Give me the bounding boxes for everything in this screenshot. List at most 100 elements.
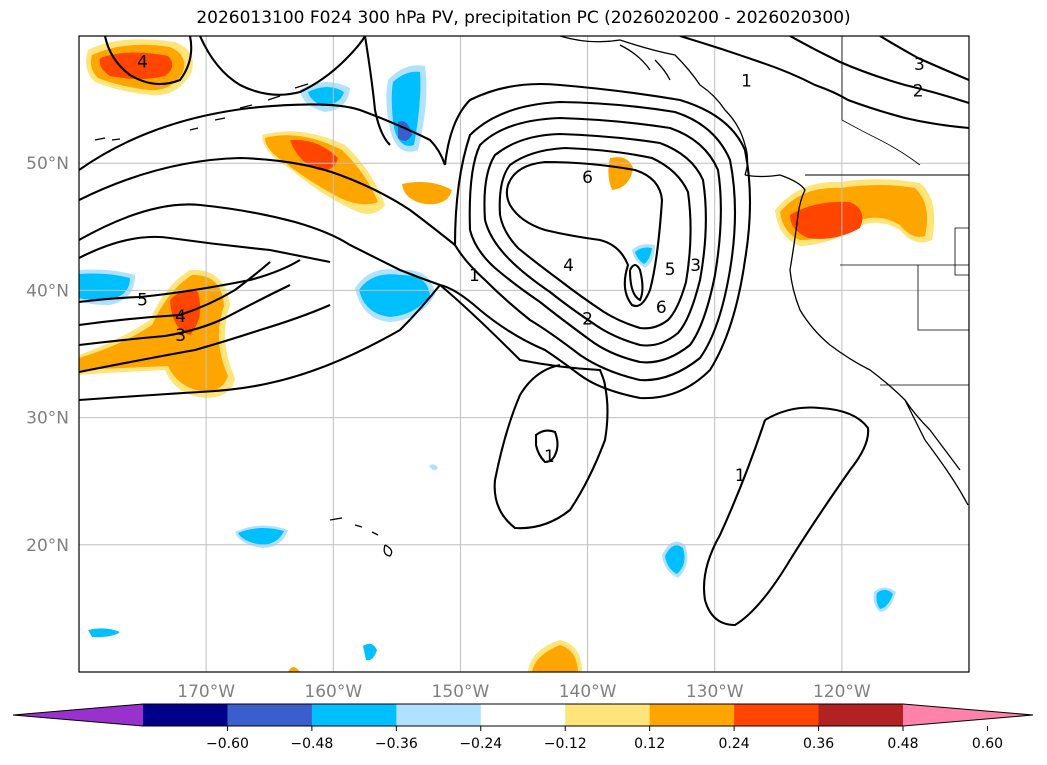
pv-contour-1-ridge xyxy=(439,82,752,400)
precip-patch-neg xyxy=(88,628,120,638)
colorbar-tick-label: 0.60 xyxy=(972,736,1003,752)
colorbar-tick-label: 0.12 xyxy=(634,736,665,752)
precip-patch-neg xyxy=(665,545,685,574)
precip-patch-neg xyxy=(238,527,284,545)
precip-patch-neg xyxy=(359,274,430,317)
colorbar-extend-max xyxy=(903,704,1033,726)
lon-tick-label: 130°W xyxy=(686,682,744,702)
contour-label: 5 xyxy=(665,260,676,280)
contour-label: 2 xyxy=(913,82,924,102)
colorbar-tick-label: 0.24 xyxy=(719,736,750,752)
contour-label: 3 xyxy=(175,326,186,346)
colorbar-outline xyxy=(12,703,1034,727)
pv-contour-1-outer xyxy=(79,103,446,171)
pv-contour-6-ridge xyxy=(505,160,664,307)
colorbar-segment xyxy=(227,704,313,726)
colorbar-segment xyxy=(649,704,735,726)
precip-patch-small xyxy=(608,157,633,190)
border-states xyxy=(840,227,969,386)
colorbar-segment xyxy=(565,704,651,726)
pv-contour-2-northeast xyxy=(789,36,969,104)
hawaii-islands xyxy=(329,517,393,557)
pv-contour-3 xyxy=(79,203,441,286)
pv-contour-1-lower xyxy=(79,304,331,374)
contour-label: 2 xyxy=(582,309,593,329)
longitude-labels: 170°W 160°W 150°W 140°W 130°W 120°W xyxy=(177,682,871,702)
contour-label: 4 xyxy=(137,52,148,72)
coastlines xyxy=(94,36,969,557)
latitude-labels: 20°N 30°N 40°N 50°N xyxy=(26,154,69,556)
colorbar-tick-label: 0.36 xyxy=(803,736,834,752)
pv-contour-5-ridge xyxy=(498,146,692,330)
colorbar-tick-label: 0.48 xyxy=(887,736,918,752)
pv-contour-4-west-top xyxy=(103,36,193,86)
contour-label: 1 xyxy=(741,72,752,92)
lon-tick-label: 140°W xyxy=(559,682,617,702)
colorbar-segment xyxy=(311,704,397,726)
colorbar-segment xyxy=(143,704,228,726)
lon-tick-label: 160°W xyxy=(304,682,362,702)
pv-contour-2-upper xyxy=(79,156,456,246)
pv-contour-1-southeast xyxy=(702,406,870,627)
pv-contour-small-1 xyxy=(628,263,644,302)
coastline-alaska xyxy=(559,36,749,176)
lat-tick-label: 40°N xyxy=(26,281,69,301)
contour-label: 5 xyxy=(137,290,148,310)
contour-label: 3 xyxy=(914,55,925,75)
contour-label: 4 xyxy=(175,307,186,327)
coastline-baja xyxy=(904,399,961,471)
precip-patch-neg xyxy=(308,87,344,106)
pv-contour-5-west xyxy=(79,259,301,304)
lon-tick-label: 120°W xyxy=(813,682,871,702)
pv-contour-4-ridge xyxy=(483,132,707,347)
pv-contour-1-northeast xyxy=(679,36,969,130)
pv-contour-4-lower xyxy=(79,261,271,327)
colorbar-segment xyxy=(818,704,904,726)
colorbar-tick-label: −0.24 xyxy=(459,736,502,752)
precip-patch-neg xyxy=(429,464,438,471)
chart-title: 2026013100 F024 300 hPa PV, precipitatio… xyxy=(196,8,851,28)
pv-contour-1-main xyxy=(439,284,609,530)
contour-label: 6 xyxy=(582,168,593,188)
contour-label: 1 xyxy=(735,466,746,486)
pv-contour-3-northeast xyxy=(879,36,969,81)
contour-label: 3 xyxy=(690,256,701,276)
precip-patch-west-coast xyxy=(790,201,863,239)
precip-patch-neg xyxy=(363,643,377,661)
precip-patch-midpacific-north xyxy=(290,139,338,171)
precip-patch-small xyxy=(402,182,452,205)
precip-patch-neg xyxy=(79,273,130,300)
lon-tick-label: 170°W xyxy=(177,682,235,702)
lat-tick-label: 50°N xyxy=(26,154,69,174)
colorbar-segment xyxy=(480,704,566,726)
lat-tick-label: 30°N xyxy=(26,409,69,429)
pv-contour-1-west-top xyxy=(199,36,366,96)
precip-patch-neg xyxy=(876,589,893,609)
precip-patch-neg xyxy=(635,247,652,264)
pv-contours xyxy=(79,36,969,627)
contour-label: 1 xyxy=(544,447,555,467)
precip-patch-gulf-of-alaska-west xyxy=(99,52,173,79)
pv-contour-2-inner xyxy=(534,429,559,464)
pv-contour-3-lower xyxy=(79,284,291,347)
map-frame xyxy=(78,35,970,673)
lon-tick-label: 150°W xyxy=(432,682,490,702)
colorbar-tick-label: −0.36 xyxy=(375,736,418,752)
contour-label: 1 xyxy=(469,266,480,286)
pv-contour-2-ridge xyxy=(453,100,737,382)
colorbar: −0.60 −0.48 −0.36 −0.24 −0.12 0.12 0.24 0.36 0.4… xyxy=(12,703,1034,752)
haida-gwaii xyxy=(619,44,671,81)
border-alaska xyxy=(841,36,921,166)
colorbar-segment xyxy=(396,704,482,726)
precip-patch-south xyxy=(532,645,578,672)
pv-contour-1-south xyxy=(79,284,441,402)
pv-contour-3-ridge xyxy=(468,116,722,364)
coastline-west-us xyxy=(789,214,969,506)
colorbar-segment xyxy=(734,704,820,726)
colorbar-tick-label: −0.60 xyxy=(206,736,249,752)
contour-label: 4 xyxy=(563,256,574,276)
colorbar-tick-label: −0.48 xyxy=(290,736,333,752)
precipitation-shading xyxy=(79,39,935,672)
